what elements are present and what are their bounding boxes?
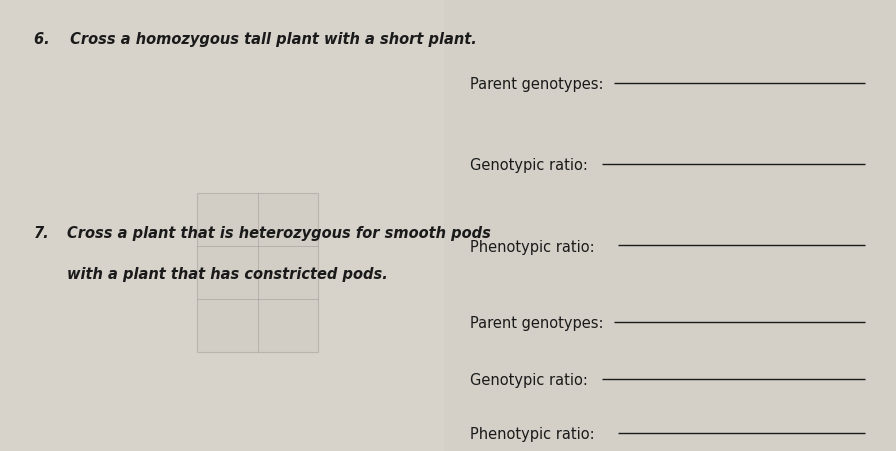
Text: Parent genotypes:: Parent genotypes: <box>470 77 604 92</box>
Text: Genotypic ratio:: Genotypic ratio: <box>470 372 589 387</box>
FancyBboxPatch shape <box>0 0 444 451</box>
Text: 7.: 7. <box>34 226 49 240</box>
Text: Parent genotypes:: Parent genotypes: <box>470 316 604 331</box>
Text: Cross a plant that is heterozygous for smooth pods: Cross a plant that is heterozygous for s… <box>67 226 491 240</box>
Text: Phenotypic ratio:: Phenotypic ratio: <box>470 239 595 254</box>
Text: Phenotypic ratio:: Phenotypic ratio: <box>470 426 595 441</box>
Text: with a plant that has constricted pods.: with a plant that has constricted pods. <box>67 266 388 281</box>
Text: 6.    Cross a homozygous tall plant with a short plant.: 6. Cross a homozygous tall plant with a … <box>34 32 477 46</box>
Text: Genotypic ratio:: Genotypic ratio: <box>470 158 589 173</box>
FancyBboxPatch shape <box>197 194 318 352</box>
